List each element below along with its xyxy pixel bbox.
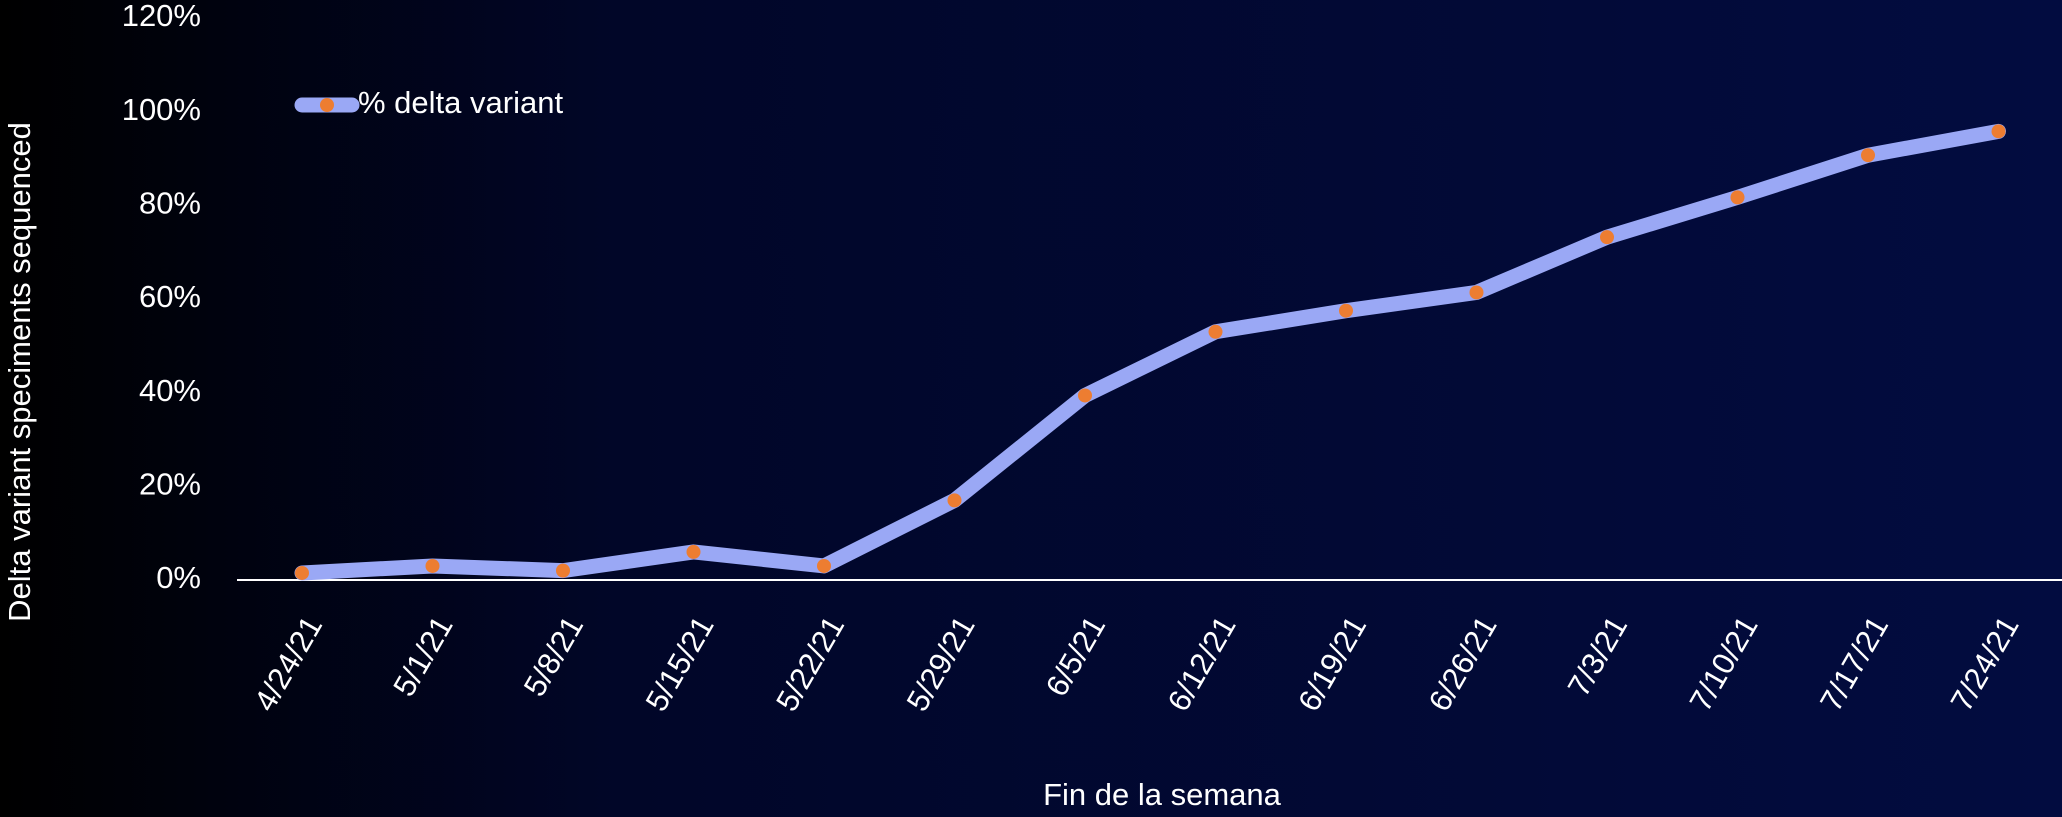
data-point xyxy=(1600,230,1614,245)
data-point xyxy=(817,558,831,573)
data-point xyxy=(1078,388,1092,403)
series-line xyxy=(294,123,2006,581)
data-point xyxy=(1339,303,1353,318)
data-point xyxy=(1991,124,2006,139)
y-tick-label: 120% xyxy=(122,0,201,33)
data-point xyxy=(295,565,309,580)
y-tick-label: 0% xyxy=(156,560,201,595)
y-tick-label: 20% xyxy=(139,467,201,502)
data-point xyxy=(1208,324,1223,339)
data-point xyxy=(947,493,962,508)
data-point xyxy=(1861,148,1875,163)
y-tick-label: 80% xyxy=(139,186,201,221)
data-point xyxy=(556,563,570,578)
data-point xyxy=(686,544,701,559)
y-tick-label: 100% xyxy=(122,92,201,127)
y-tick-label: 40% xyxy=(139,373,201,408)
data-point xyxy=(1469,285,1484,300)
data-point xyxy=(1730,190,1745,205)
y-tick-label: 60% xyxy=(139,279,201,314)
data-point xyxy=(425,558,440,573)
x-axis-title: Fin de la semana xyxy=(1043,777,1282,812)
y-axis-title: Delta variant speciments sequenced xyxy=(2,122,37,622)
legend-marker xyxy=(320,98,334,112)
legend-label: % delta variant xyxy=(358,85,563,120)
